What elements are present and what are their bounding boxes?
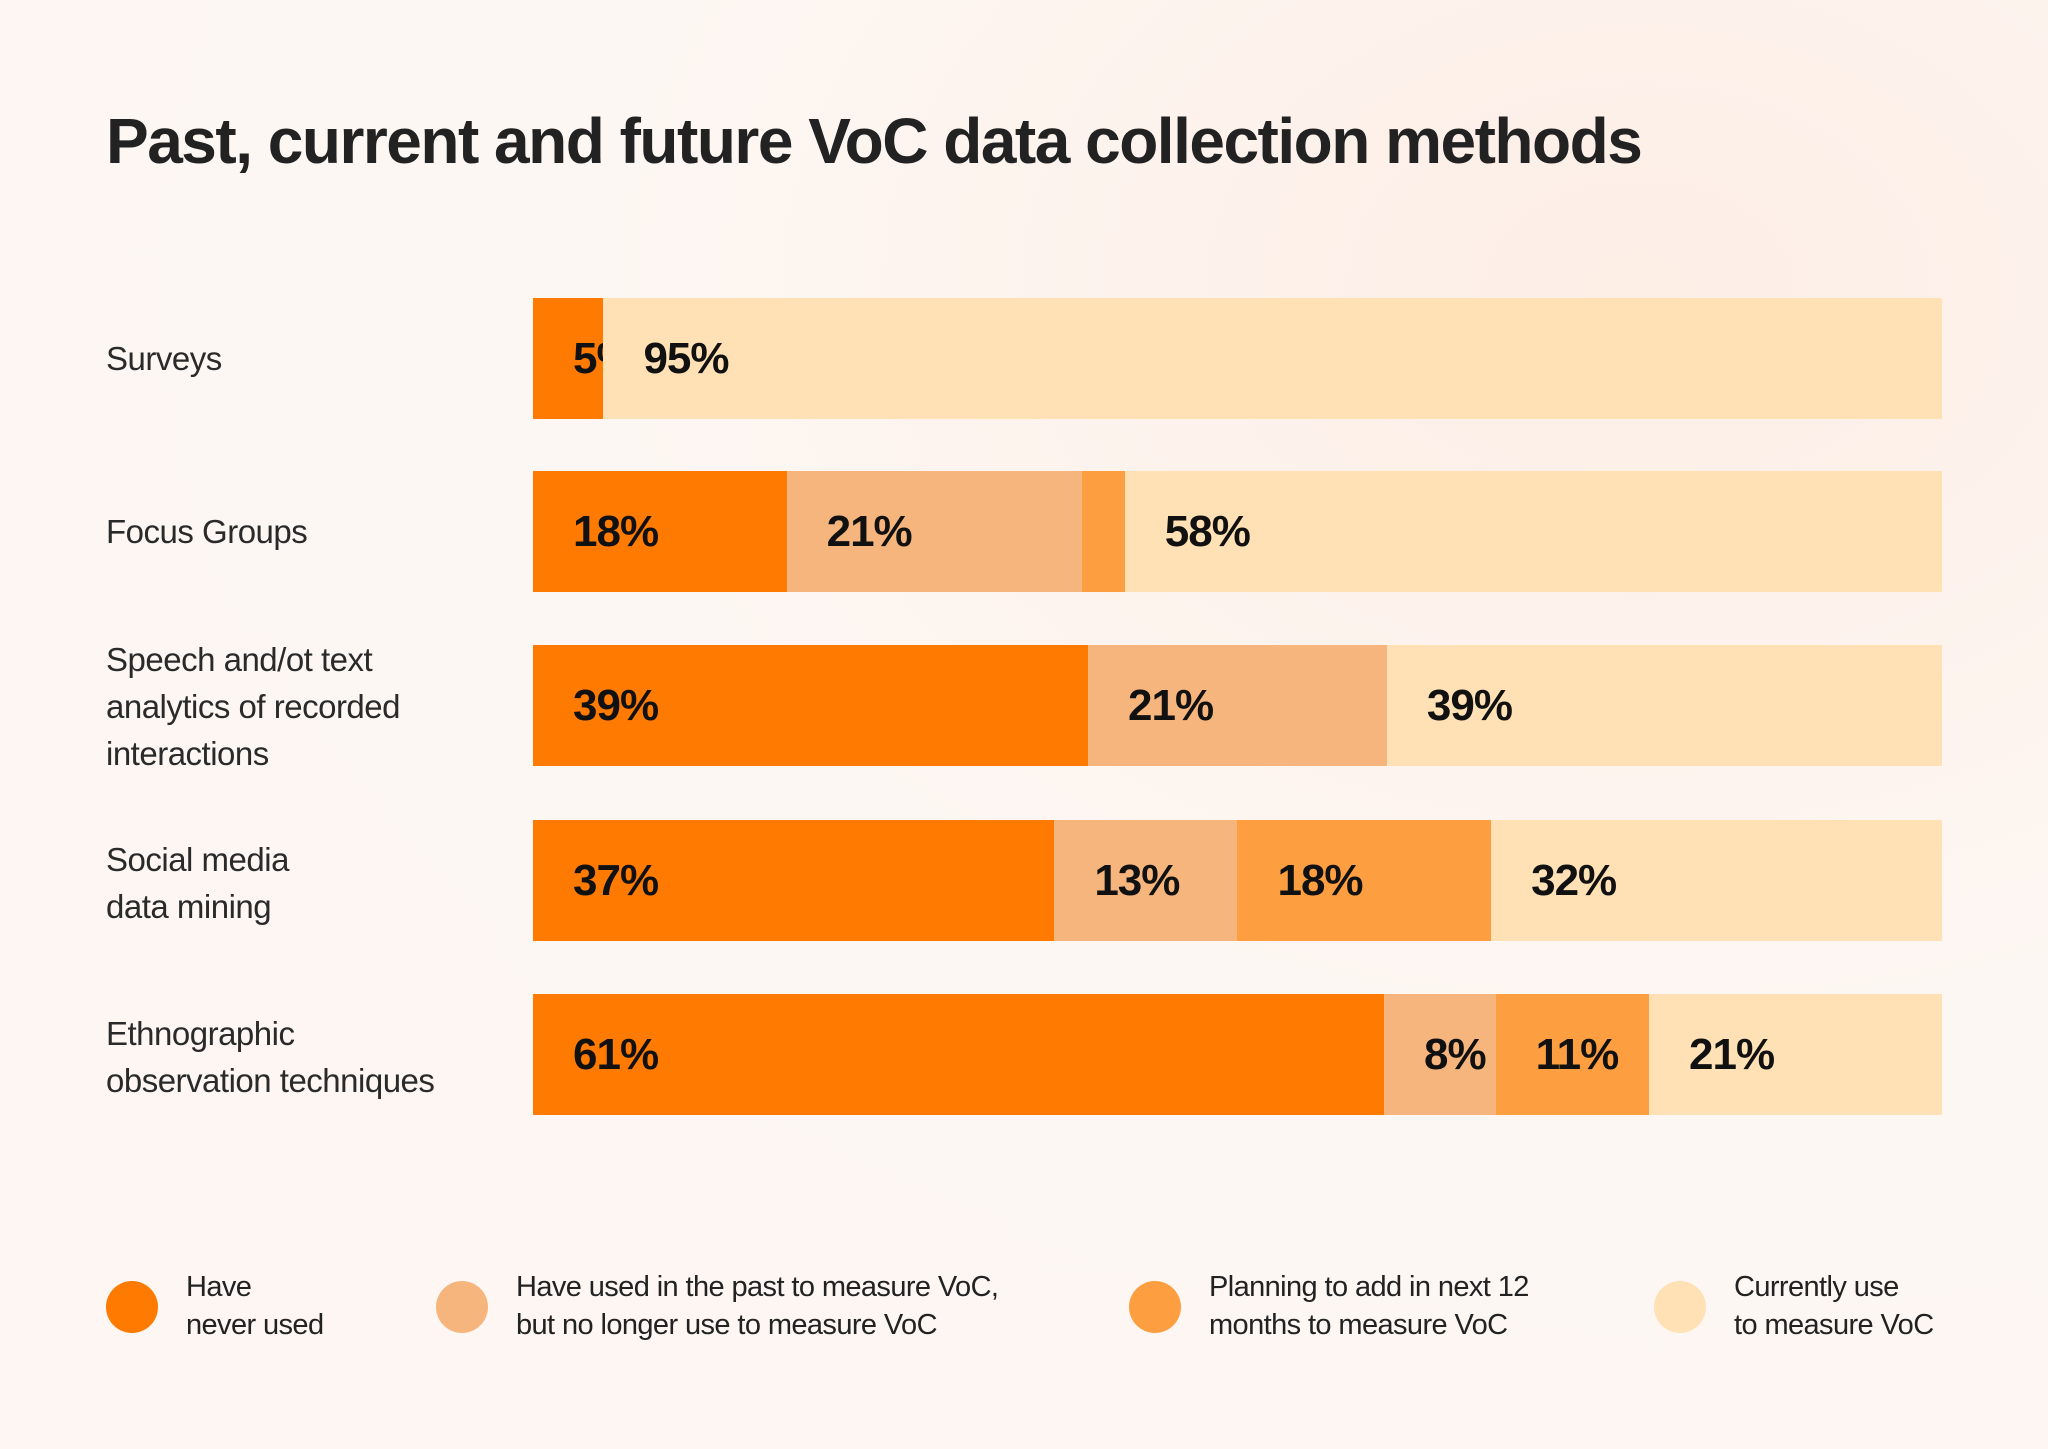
data-label: 21% [826,506,913,556]
bar-segment: 21% [786,471,1083,592]
data-label: 95% [643,333,729,383]
data-label: 21% [1689,1029,1775,1079]
data-label: 11% [1535,1029,1620,1079]
legend-label: Currently use to measure VoC [1734,1271,1934,1341]
bar-segment [1082,471,1125,592]
bar-segment: 5% [533,298,636,419]
legend-swatch-icon [106,1281,158,1333]
data-label: 18% [1277,855,1363,905]
legend-swatch-icon [436,1281,488,1333]
legend-label: Have used in the past to measure VoC, bu… [516,1271,999,1341]
data-label: 13% [1094,855,1180,905]
legend-swatch-icon [1654,1281,1706,1333]
legend-label: Planning to add in next 12 months to mea… [1209,1271,1529,1341]
data-label: 8% [1423,1029,1487,1079]
bar-segment: 8% [1383,994,1496,1115]
bar-segment: 61% [533,994,1384,1115]
legend-item: Have never used [106,1268,324,1344]
bar-segment: 37% [533,820,1055,941]
legend-item: Currently use to measure VoC [1654,1268,1934,1344]
category-label: Surveys [106,340,222,377]
bar-segment: 58% [1124,471,1942,592]
category-label: Social media data mining [106,841,289,925]
stacked-bar: 61% 8% 11% 21% [533,994,1942,1115]
bar-segment: 32% [1491,820,1942,941]
stacked-bar: 18% 21% 58% [533,471,1942,592]
data-label: 21% [1128,680,1214,730]
stacked-bar: 37% 13% 18% 32% [533,820,1942,941]
category-label: Ethnographic observation techniques [106,1015,435,1099]
stacked-bar: 5%95% [533,298,1942,419]
data-label: 32% [1531,855,1617,905]
bar-segment: 95% [603,298,1942,419]
category-label: Speech and/ot text analytics of recorded… [106,641,401,772]
bar-segment: 18% [533,471,787,592]
legend-label: Have never used [186,1271,324,1341]
data-label: 39% [1426,680,1513,730]
bar-segment: 39% [1386,645,1942,766]
data-label: 18% [573,506,659,556]
bar-segment: 39% [533,645,1089,766]
bar-segment: 11% [1495,994,1650,1115]
legend-swatch-icon [1129,1281,1181,1333]
legend-item: Have used in the past to measure VoC, bu… [436,1268,999,1344]
data-label: 39% [573,680,659,730]
stacked-bar: 39% 21% 39% [533,645,1942,766]
data-label: 37% [573,855,659,905]
legend-item: Planning to add in next 12 months to mea… [1129,1268,1529,1344]
bar-segment: 13% [1054,820,1238,941]
bar-segment: 21% [1649,994,1942,1115]
bar-segment: 21% [1088,645,1387,766]
bar-segment: 18% [1237,820,1492,941]
chart-title: Past, current and future VoC data collec… [106,105,1643,177]
category-label: Focus Groups [106,513,308,550]
data-label: 61% [573,1029,659,1079]
data-label: 58% [1164,506,1251,556]
